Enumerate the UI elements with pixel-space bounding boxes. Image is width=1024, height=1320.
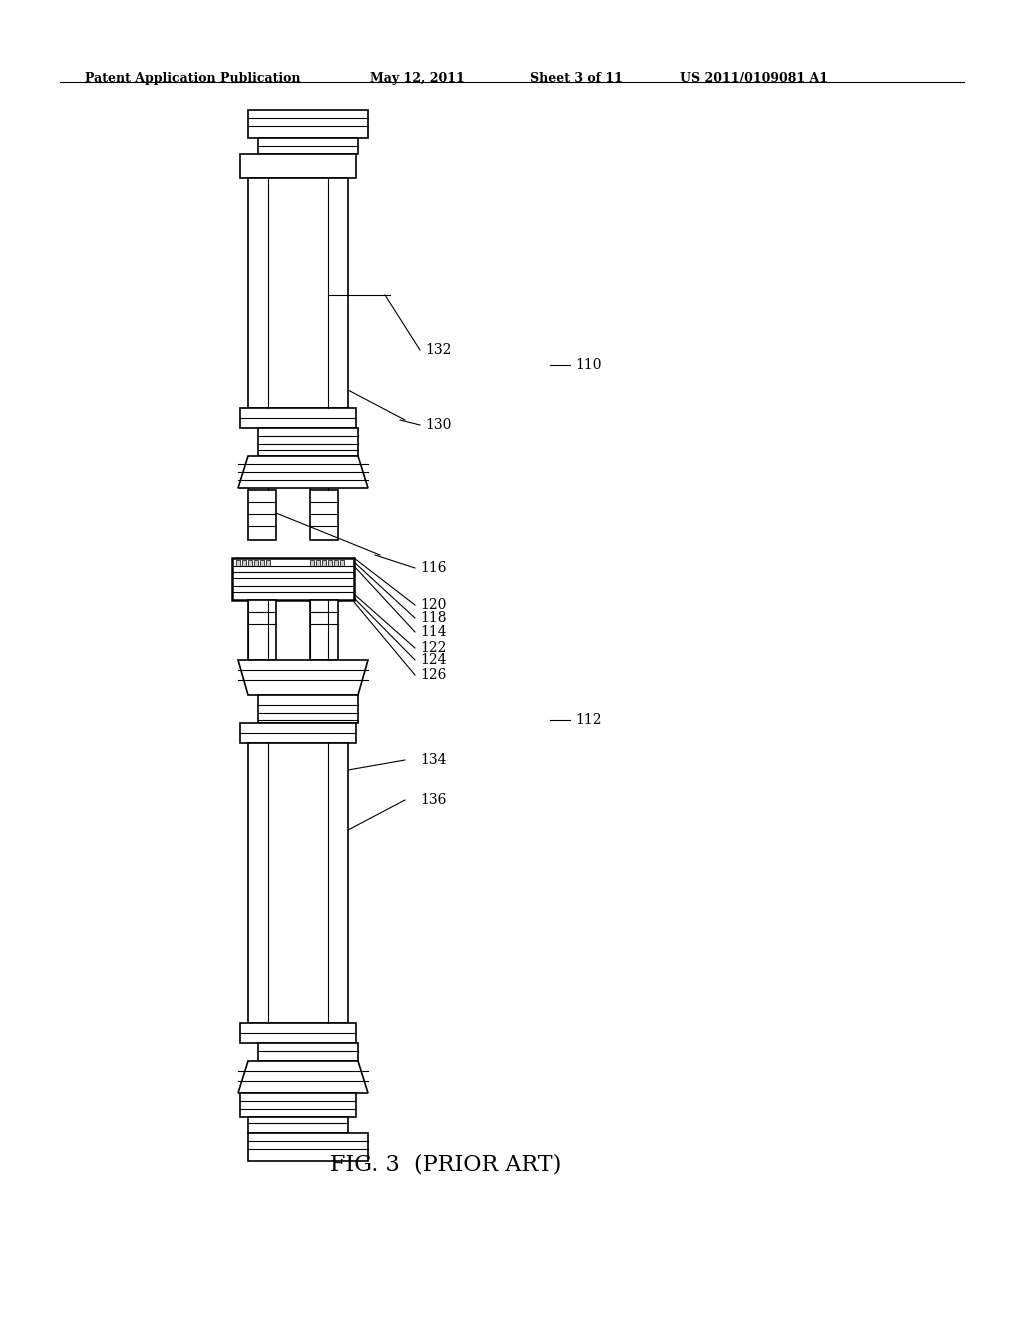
- Text: May 12, 2011: May 12, 2011: [370, 73, 465, 84]
- Bar: [258, 428, 358, 455]
- Bar: [266, 560, 270, 566]
- Bar: [328, 560, 332, 566]
- Text: Patent Application Publication: Patent Application Publication: [85, 73, 300, 84]
- Bar: [248, 560, 252, 566]
- Bar: [240, 723, 356, 743]
- Bar: [322, 560, 326, 566]
- Bar: [260, 560, 264, 566]
- Bar: [240, 408, 356, 428]
- Text: 112: 112: [575, 713, 601, 727]
- Bar: [310, 560, 314, 566]
- Text: 114: 114: [420, 624, 446, 639]
- Bar: [248, 110, 368, 139]
- Bar: [248, 490, 276, 540]
- Text: 116: 116: [420, 561, 446, 576]
- Bar: [248, 1133, 368, 1162]
- Polygon shape: [238, 455, 368, 488]
- Text: 122: 122: [420, 642, 446, 655]
- Text: 126: 126: [420, 668, 446, 682]
- Text: Sheet 3 of 11: Sheet 3 of 11: [530, 73, 623, 84]
- Bar: [258, 696, 358, 723]
- Text: 110: 110: [575, 358, 601, 372]
- Text: 132: 132: [425, 343, 452, 356]
- Text: US 2011/0109081 A1: US 2011/0109081 A1: [680, 73, 828, 84]
- Bar: [334, 560, 338, 566]
- Bar: [248, 178, 348, 408]
- Bar: [240, 1093, 356, 1117]
- Bar: [310, 601, 338, 660]
- Bar: [258, 1043, 358, 1061]
- Bar: [248, 601, 276, 660]
- Bar: [340, 560, 344, 566]
- Text: 118: 118: [420, 611, 446, 624]
- Bar: [316, 560, 319, 566]
- Text: 134: 134: [420, 752, 446, 767]
- Bar: [240, 154, 356, 178]
- Polygon shape: [238, 1061, 368, 1093]
- Text: 136: 136: [420, 793, 446, 807]
- Bar: [310, 490, 338, 540]
- Text: 130: 130: [425, 418, 452, 432]
- Bar: [240, 1023, 356, 1043]
- Text: 124: 124: [420, 653, 446, 667]
- Bar: [236, 560, 240, 566]
- Text: 120: 120: [420, 598, 446, 612]
- Bar: [248, 743, 348, 1023]
- Bar: [242, 560, 246, 566]
- Bar: [258, 139, 358, 154]
- Text: FIG. 3  (PRIOR ART): FIG. 3 (PRIOR ART): [330, 1154, 561, 1176]
- Polygon shape: [238, 660, 368, 696]
- Bar: [248, 1117, 348, 1133]
- Bar: [254, 560, 258, 566]
- Bar: [232, 558, 354, 601]
